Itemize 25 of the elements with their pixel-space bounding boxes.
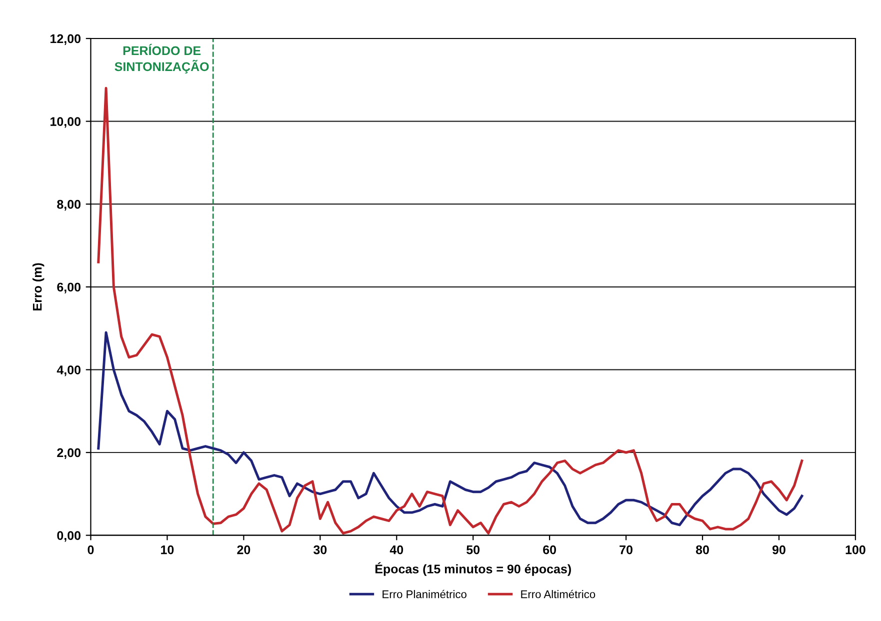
- x-axis-title: Épocas (15 minutos = 90 épocas): [375, 562, 571, 576]
- x-tick-label: 60: [543, 545, 556, 554]
- legend-label: Erro Planimétrico: [382, 590, 466, 598]
- x-tick-label: 30: [313, 545, 327, 554]
- x-tick-label: 90: [772, 545, 786, 554]
- y-tick-label: 2,00: [57, 448, 81, 459]
- x-tick-label: 10: [161, 545, 174, 554]
- y-tick-label: 10,00: [50, 117, 81, 128]
- line-series: [97, 331, 804, 526]
- y-tick-label: 6,00: [57, 282, 81, 294]
- x-tick-label: 50: [466, 545, 480, 554]
- x-tick-label: 80: [696, 545, 709, 554]
- y-tick-label: 8,00: [57, 200, 81, 211]
- y-tick-label: 0,00: [57, 531, 81, 542]
- x-tick-label: 40: [390, 545, 404, 554]
- line-series: [97, 86, 804, 534]
- y-axis-title: Erro (m): [32, 263, 44, 310]
- x-tick-label: 100: [846, 545, 866, 554]
- x-tick-label: 0: [88, 545, 94, 554]
- x-tick-label: 20: [237, 545, 250, 554]
- ref-line-label: PERÍODO DE SINTONIZAÇÃO: [114, 44, 209, 74]
- legend-label: Erro Altimétrico: [521, 590, 596, 598]
- y-tick-label: 4,00: [56, 366, 81, 376]
- x-tick-label: 70: [620, 545, 632, 554]
- y-tick-label: 12,00: [50, 34, 81, 45]
